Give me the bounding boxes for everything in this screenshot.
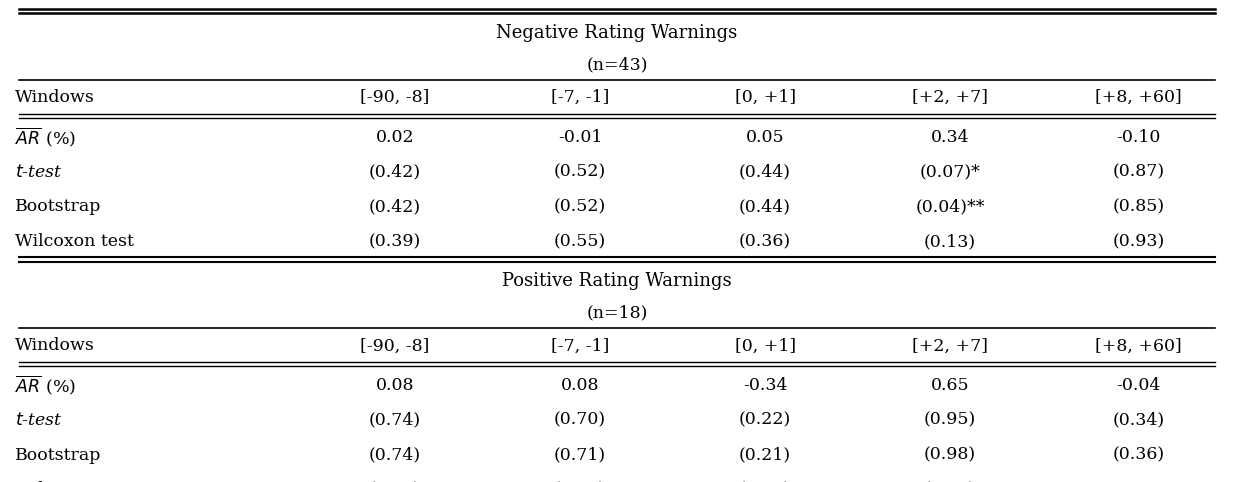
Text: (0.87): (0.87) — [1112, 163, 1165, 181]
Text: [+8, +60]: [+8, +60] — [1095, 89, 1182, 106]
Text: Negative Rating Warnings: Negative Rating Warnings — [496, 24, 738, 42]
Text: Positive Rating Warnings: Positive Rating Warnings — [502, 272, 732, 291]
Text: Wilcoxon test: Wilcoxon test — [15, 481, 133, 482]
Text: (0.36): (0.36) — [1112, 446, 1165, 464]
Text: 0.08: 0.08 — [375, 377, 415, 394]
Text: 0.65: 0.65 — [930, 377, 970, 394]
Text: [0, +1]: [0, +1] — [734, 89, 796, 106]
Text: (0.95): (0.95) — [924, 412, 976, 429]
Text: (0.13): (0.13) — [924, 233, 976, 250]
Text: [-7, -1]: [-7, -1] — [550, 89, 610, 106]
Text: [+2, +7]: [+2, +7] — [912, 89, 988, 106]
Text: (0.44): (0.44) — [739, 163, 791, 181]
Text: -0.01: -0.01 — [558, 129, 602, 146]
Text: [+2, +7]: [+2, +7] — [912, 337, 988, 354]
Text: (0.36): (0.36) — [739, 233, 791, 250]
Text: Bootstrap: Bootstrap — [15, 198, 101, 215]
Text: 0.02: 0.02 — [375, 129, 415, 146]
Text: (0.42): (0.42) — [369, 198, 421, 215]
Text: 0.05: 0.05 — [745, 129, 785, 146]
Text: (0.22): (0.22) — [739, 412, 791, 429]
Text: -0.04: -0.04 — [1117, 377, 1160, 394]
Text: (0.39): (0.39) — [739, 481, 791, 482]
Text: (0.63): (0.63) — [554, 481, 606, 482]
Text: (0.85): (0.85) — [1112, 198, 1165, 215]
Text: (0.44): (0.44) — [1112, 481, 1165, 482]
Text: [+8, +60]: [+8, +60] — [1095, 337, 1182, 354]
Text: Windows: Windows — [15, 89, 95, 106]
Text: (0.07)*: (0.07)* — [919, 163, 981, 181]
Text: [-90, -8]: [-90, -8] — [360, 89, 429, 106]
Text: (n=18): (n=18) — [586, 305, 648, 322]
Text: (0.44): (0.44) — [739, 198, 791, 215]
Text: $t$-test: $t$-test — [15, 412, 63, 429]
Text: (0.82): (0.82) — [924, 481, 976, 482]
Text: (0.71): (0.71) — [554, 446, 606, 464]
Text: Bootstrap: Bootstrap — [15, 446, 101, 464]
Text: (0.55): (0.55) — [554, 233, 606, 250]
Text: $t$-test: $t$-test — [15, 163, 63, 181]
Text: (0.04)**: (0.04)** — [916, 198, 985, 215]
Text: (0.52): (0.52) — [554, 198, 606, 215]
Text: Wilcoxon test: Wilcoxon test — [15, 233, 133, 250]
Text: (0.56): (0.56) — [369, 481, 421, 482]
Text: 0.34: 0.34 — [930, 129, 970, 146]
Text: (0.42): (0.42) — [369, 163, 421, 181]
Text: -0.34: -0.34 — [743, 377, 787, 394]
Text: $\overline{AR}$ (%): $\overline{AR}$ (%) — [15, 126, 75, 149]
Text: [0, +1]: [0, +1] — [734, 337, 796, 354]
Text: $\overline{AR}$ (%): $\overline{AR}$ (%) — [15, 374, 75, 397]
Text: [-90, -8]: [-90, -8] — [360, 337, 429, 354]
Text: (0.52): (0.52) — [554, 163, 606, 181]
Text: (0.74): (0.74) — [369, 412, 421, 429]
Text: -0.10: -0.10 — [1117, 129, 1160, 146]
Text: (0.34): (0.34) — [1112, 412, 1165, 429]
Text: Windows: Windows — [15, 337, 95, 354]
Text: (0.21): (0.21) — [739, 446, 791, 464]
Text: (0.70): (0.70) — [554, 412, 606, 429]
Text: (0.93): (0.93) — [1112, 233, 1165, 250]
Text: (0.39): (0.39) — [369, 233, 421, 250]
Text: [-7, -1]: [-7, -1] — [550, 337, 610, 354]
Text: (0.74): (0.74) — [369, 446, 421, 464]
Text: 0.08: 0.08 — [560, 377, 600, 394]
Text: (n=43): (n=43) — [586, 56, 648, 74]
Text: (0.98): (0.98) — [924, 446, 976, 464]
